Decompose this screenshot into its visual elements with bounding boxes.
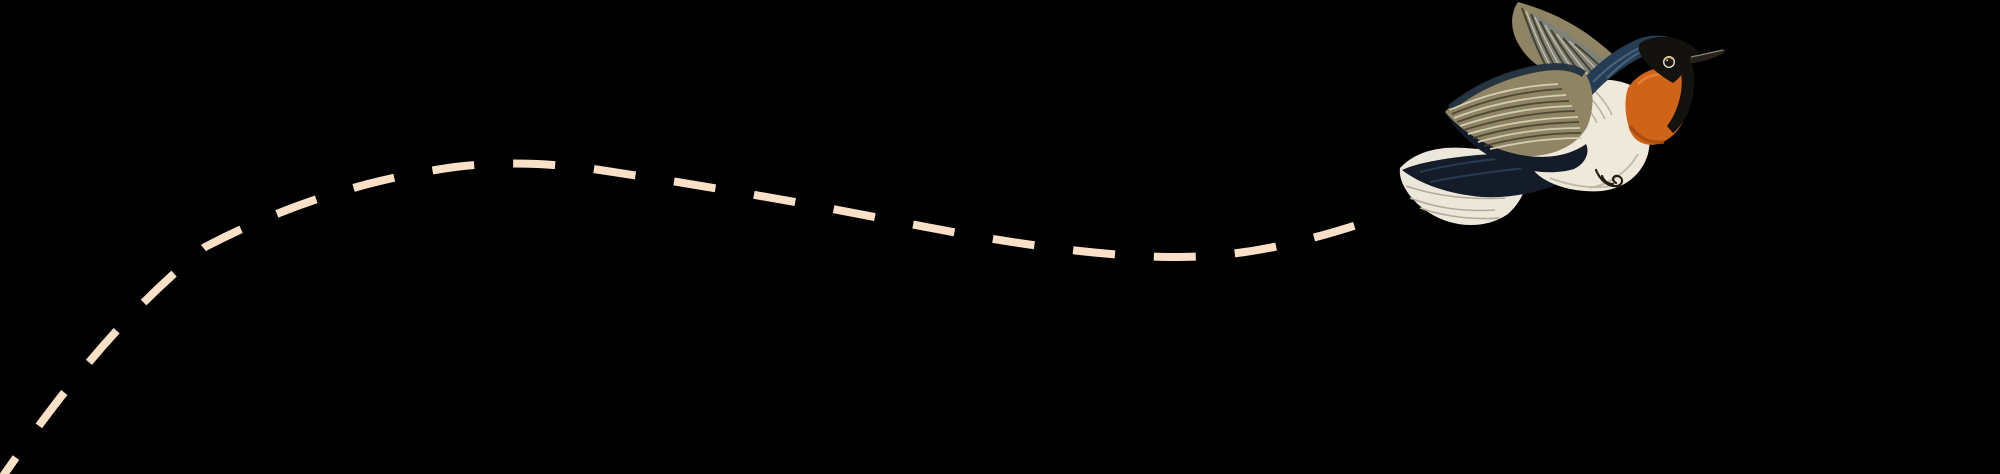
black-bib (1667, 54, 1695, 133)
swallow-bird (1399, 2, 1726, 226)
eye-gold-crescent (1664, 56, 1674, 61)
beak-wedge (1690, 49, 1726, 63)
bird-claw (1594, 168, 1624, 188)
bird-eye (1663, 56, 1675, 68)
near-wing-top-edge (1447, 63, 1587, 111)
bird-near-wing (1445, 63, 1593, 173)
eye-glint (1666, 59, 1669, 62)
beak-ridge-line (1690, 49, 1724, 58)
flight-path-dashed-line (0, 159, 1362, 474)
bird-beak (1690, 49, 1726, 63)
throat-rust-edge (1628, 124, 1665, 145)
near-wing-cream-striations (1449, 83, 1583, 150)
near-wing-dark-bottom (1445, 112, 1588, 173)
raised-wing-cream-streaks (1525, 10, 1601, 76)
tail-feather-lines (1405, 185, 1506, 220)
raised-wing-dark-streaks (1521, 7, 1607, 76)
bird-raised-wing (1512, 2, 1620, 77)
near-wing-dark-striations (1451, 88, 1582, 147)
